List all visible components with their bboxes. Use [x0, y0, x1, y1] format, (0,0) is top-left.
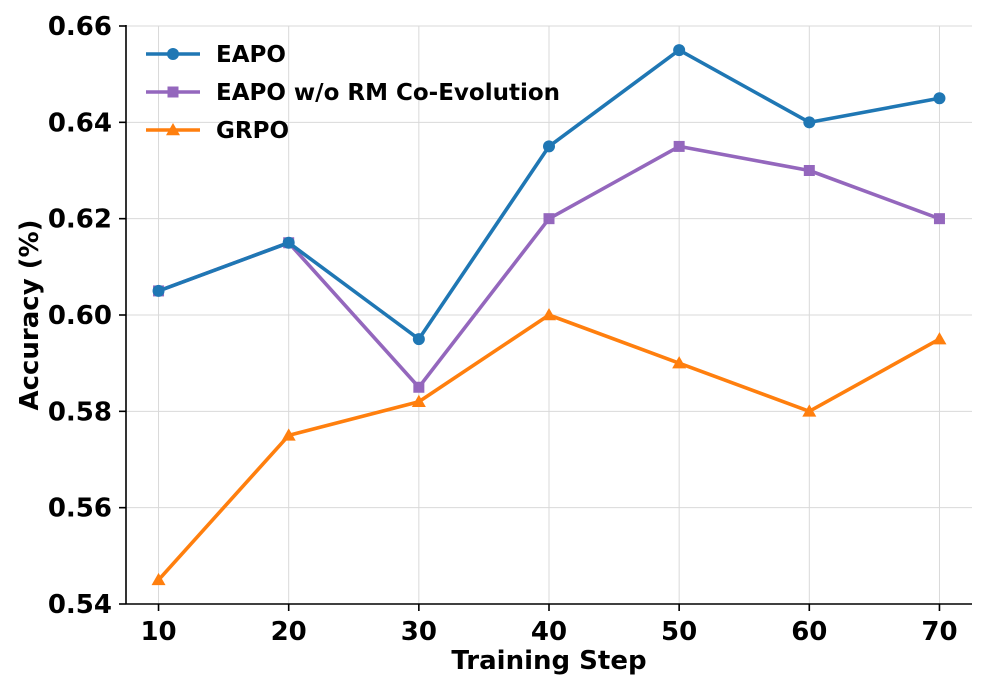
legend-entry-eapo: EAPO: [146, 42, 286, 68]
data-point-grpo-6: [932, 332, 947, 345]
data-point-eapo-w-o-rm-co-evolution-6: [933, 213, 945, 225]
data-point-eapo-w-o-rm-co-evolution-4: [673, 140, 685, 152]
y-tick-label-3: 0.60: [48, 301, 112, 331]
series-grpo: [151, 308, 947, 586]
x-tick-label-3: 40: [531, 617, 567, 647]
data-point-eapo-1: [282, 236, 295, 249]
data-point-eapo-4: [673, 44, 686, 57]
legend-label-eapo-w-o-rm-co-evolution: EAPO w/o RM Co-Evolution: [216, 80, 560, 106]
data-point-grpo-1: [281, 428, 296, 441]
data-point-grpo-5: [802, 404, 817, 417]
x-tick-label-4: 50: [661, 617, 697, 647]
x-tick-label-0: 10: [140, 617, 176, 647]
x-tick-label-2: 30: [401, 617, 437, 647]
data-point-grpo-4: [672, 356, 687, 369]
data-point-eapo-w-o-rm-co-evolution-3: [543, 213, 555, 225]
data-point-eapo-3: [543, 140, 555, 153]
series-layer: [151, 44, 947, 586]
y-tick-label-6: 0.66: [48, 12, 112, 42]
data-point-eapo-2: [412, 333, 425, 346]
data-point-eapo-6: [933, 92, 946, 105]
data-point-eapo-w-o-rm-co-evolution-2: [413, 381, 425, 393]
legend-label-grpo: GRPO: [216, 118, 289, 144]
legend-marker-eapo-w-o-rm-co-evolution: [167, 86, 179, 98]
legend-label-eapo: EAPO: [216, 42, 286, 68]
y-tick-label-4: 0.62: [48, 205, 112, 235]
data-point-eapo-w-o-rm-co-evolution-5: [803, 165, 815, 176]
y-tick-label-1: 0.56: [48, 494, 112, 524]
legend-marker-grpo: [166, 123, 180, 136]
x-tick-label-5: 60: [791, 617, 827, 647]
x-axis-label: Training Step: [451, 646, 646, 676]
ticks-layer: 10 20 30 40 50 60 70 0.54 0.56 0.58 0.60 0.62 0.64 0.…: [48, 12, 958, 647]
legend: EAPO EAPO w/o RM Co-Evolution GRPO: [146, 42, 560, 144]
series-eapo: [152, 44, 946, 346]
legend-entry-grpo: GRPO: [146, 118, 289, 144]
y-tick-label-2: 0.58: [48, 397, 112, 427]
legend-entry-eapo-w-o-rm-co-evolution: EAPO w/o RM Co-Evolution: [146, 80, 560, 106]
data-point-eapo-0: [152, 284, 165, 297]
data-point-grpo-3: [542, 308, 556, 321]
data-point-grpo-2: [411, 394, 426, 407]
x-tick-label-1: 20: [271, 617, 307, 647]
data-point-eapo-5: [803, 116, 816, 129]
data-point-grpo-0: [151, 572, 166, 586]
y-tick-label-0: 0.54: [48, 590, 112, 620]
y-tick-label-5: 0.64: [48, 108, 112, 138]
y-axis-label: Accuracy (%): [15, 219, 45, 410]
x-tick-label-6: 70: [921, 617, 957, 647]
legend-marker-eapo: [167, 48, 179, 60]
